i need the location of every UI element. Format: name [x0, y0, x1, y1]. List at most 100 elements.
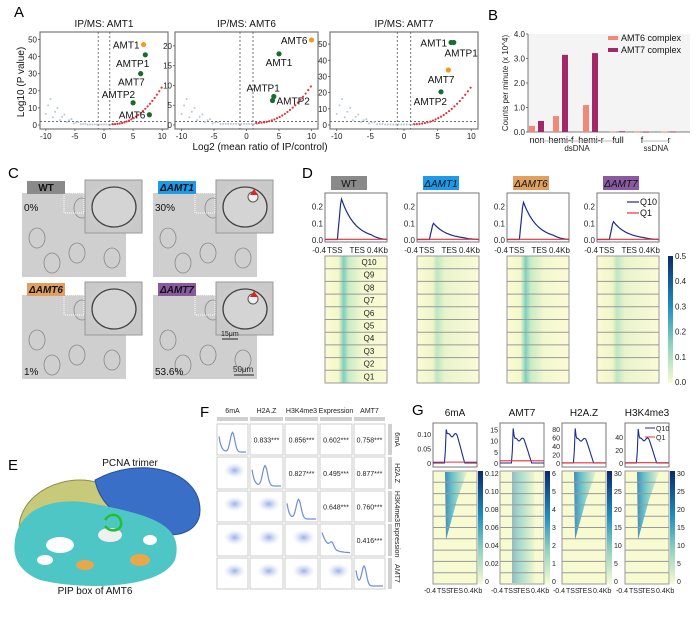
colorbar: [545, 471, 550, 584]
y-tick-label: 10: [318, 105, 327, 114]
background-point: [47, 104, 50, 107]
cell-outline: [68, 242, 86, 264]
enriched-point: [265, 120, 268, 123]
enriched-point: [469, 86, 472, 89]
panel-label-G: G: [412, 402, 424, 419]
y-tick-label: 30: [318, 72, 327, 81]
inset-cell: [91, 288, 137, 330]
y-tick-label: 40: [552, 444, 560, 451]
background-point: [253, 122, 256, 125]
background-point: [378, 122, 381, 125]
bar-r-amt6: [661, 131, 667, 133]
quantile-label: Q6: [364, 309, 375, 318]
zoom-region: [63, 192, 85, 214]
x-tick-label: 0.4Kb: [639, 246, 660, 255]
cell-outline: [199, 242, 217, 264]
colorbar-tick-label: 5: [552, 489, 556, 496]
enriched-point: [160, 86, 163, 89]
background-point: [105, 123, 108, 126]
protein-point-amtp1: [142, 52, 148, 58]
profile-frame: [561, 422, 607, 468]
q10-line: [433, 429, 477, 464]
enriched-point: [418, 122, 421, 125]
enriched-point: [144, 107, 147, 110]
category-label: non: [529, 135, 544, 145]
pip-box-helix: [103, 513, 123, 532]
background-point: [82, 122, 85, 125]
scatter-density: [292, 529, 316, 546]
row-label: AMT7: [393, 564, 400, 583]
enriched-point: [450, 107, 453, 110]
legend-label: Q1: [640, 208, 652, 218]
strain-tag: [158, 283, 196, 296]
background-point: [224, 122, 227, 125]
enriched-point: [304, 92, 307, 95]
column-strip: [320, 417, 352, 421]
enriched-point: [262, 121, 266, 124]
enriched-point: [137, 113, 140, 117]
profile-frame: [624, 422, 670, 468]
enriched-point: [118, 122, 121, 125]
colorbar-tick-label: 5: [677, 561, 681, 568]
matrix-cell: [353, 490, 386, 523]
colorbar-tick-label: 2: [552, 543, 556, 550]
correlation-value: 0.760***: [357, 505, 383, 512]
row-label: H3K4me3: [393, 491, 400, 522]
enriched-point: [437, 117, 440, 120]
enriched-point: [113, 122, 117, 126]
bar-chart: 0.0 1.0 2.0 3.0 4.0 Counts per minute (x 10^4…: [501, 30, 690, 153]
cell-outline: [174, 252, 192, 274]
background-point: [65, 121, 68, 124]
y-tick-label: 0.1: [404, 219, 416, 228]
row-strip: [388, 491, 392, 522]
enriched-point: [125, 120, 128, 123]
enriched-point: [431, 119, 435, 122]
profile-frame: [506, 192, 570, 243]
background-point: [346, 110, 349, 113]
y-tick-label: 2.0: [514, 79, 526, 88]
correlation-value: 0.856***: [289, 438, 315, 445]
background-point: [405, 123, 408, 126]
row-label: Expression: [393, 523, 400, 558]
colorbar-tick-label: 0.4: [675, 277, 687, 286]
group-label: ssDNA: [644, 144, 670, 153]
plot-title: IP/MS: AMT7: [375, 19, 434, 30]
enriched-point: [283, 112, 286, 115]
enriched-point: [296, 101, 299, 104]
scatter-density: [257, 563, 281, 579]
panel-label-E: E: [8, 457, 18, 474]
plot-title: IP/MS: AMT6: [217, 19, 276, 30]
enriched-point: [301, 95, 305, 98]
enriched-point: [464, 93, 467, 96]
colorbar-tick-label: 15: [614, 525, 622, 532]
x-tick-label: TSS: [327, 246, 343, 255]
enriched-point: [456, 102, 459, 105]
row-strip: [388, 558, 392, 589]
enriched-point: [268, 120, 271, 123]
enriched-point: [134, 115, 138, 118]
colorbar-tick-label: 25: [677, 489, 685, 496]
surface-patch: [46, 537, 74, 553]
y-tick-label: 40: [318, 56, 327, 65]
x-tick-label: -5: [71, 132, 79, 141]
legend-swatch: [608, 36, 618, 40]
x-tick-label: TSS: [437, 588, 451, 595]
x-tick-label: TSS: [509, 246, 525, 255]
protein-point-amtp2: [269, 97, 276, 104]
background-point: [61, 115, 64, 118]
category-label: hemi-r: [578, 135, 604, 145]
micrograph-0: WT 0%: [22, 179, 143, 277]
scatter-density: [257, 529, 281, 546]
enriched-point: [153, 96, 156, 100]
colorbar-tick-label: 0.5: [675, 252, 687, 261]
quantile-label: Q10: [361, 258, 377, 267]
x-tick-label: -0.4: [584, 246, 598, 255]
background-point: [227, 122, 230, 125]
protein-label: AMT6: [119, 111, 146, 122]
track-title: AMT7: [509, 408, 536, 419]
y-tick-label: 10: [490, 439, 498, 446]
enriched-point: [155, 93, 159, 96]
panel-label-F: F: [200, 404, 209, 421]
strain-tag: [603, 176, 639, 190]
x-tick-label: 10: [467, 132, 476, 141]
